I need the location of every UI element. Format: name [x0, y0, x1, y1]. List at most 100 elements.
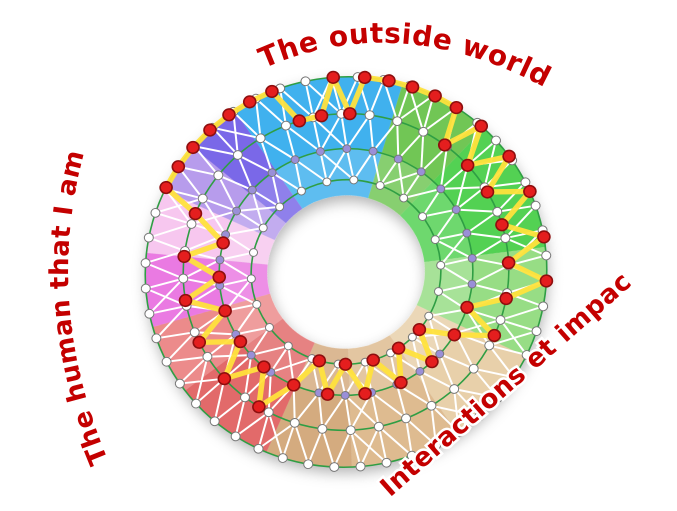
red-node — [382, 74, 396, 88]
ring1-node — [406, 450, 417, 461]
mesh-line — [183, 277, 220, 287]
mesh-line — [483, 140, 497, 188]
ring1-node — [530, 200, 541, 211]
ring2-node — [232, 150, 243, 160]
mesh-line — [496, 181, 527, 213]
mesh-line — [145, 250, 186, 264]
red-node — [447, 328, 462, 342]
mesh-line — [368, 79, 385, 116]
mesh-line — [418, 371, 433, 407]
ring4-node — [252, 300, 262, 309]
mesh-line — [207, 354, 252, 358]
mesh-line — [319, 151, 328, 183]
mesh-line — [178, 165, 219, 177]
red-node — [217, 372, 232, 386]
mesh-line — [321, 428, 336, 468]
mesh-line — [345, 114, 371, 150]
ring1-node — [230, 431, 241, 442]
mesh-line — [149, 304, 187, 315]
ring1-node — [491, 135, 501, 146]
mesh-line — [164, 188, 193, 225]
mesh-line — [377, 426, 388, 463]
mesh-line — [304, 81, 315, 118]
red-node — [265, 84, 279, 99]
mesh-line — [408, 85, 425, 133]
red-node — [474, 119, 489, 133]
ring1-node — [329, 462, 340, 472]
mesh-line — [439, 146, 449, 190]
mesh-line — [499, 319, 528, 356]
mesh-line — [211, 127, 239, 156]
red-node — [286, 378, 301, 392]
ring2-node — [178, 273, 189, 284]
mesh-line — [267, 372, 272, 413]
mesh-line — [453, 388, 499, 399]
ring2-node — [418, 126, 429, 137]
red-node — [292, 114, 307, 128]
ring2-node — [189, 327, 200, 338]
mesh-line — [500, 319, 537, 333]
mesh-line — [217, 174, 253, 191]
ring1-node — [151, 333, 162, 344]
ring1-node — [150, 207, 161, 218]
ring3-node — [393, 154, 403, 164]
mesh-line — [219, 259, 252, 280]
mesh-line — [395, 384, 408, 419]
ring3-node — [451, 205, 461, 215]
ring3-node — [342, 144, 352, 154]
ring1-node — [355, 461, 366, 472]
mesh-line — [219, 251, 254, 261]
mesh-line — [333, 429, 352, 468]
red-node — [326, 70, 341, 84]
red-node — [487, 328, 502, 343]
mesh-line — [271, 171, 302, 192]
ring2-node — [495, 315, 506, 325]
ring4-node — [275, 202, 285, 212]
ring4-node — [296, 186, 306, 196]
ring3-node — [436, 184, 446, 194]
ring3-node — [467, 253, 477, 263]
mesh-line — [212, 126, 261, 140]
ring2-node — [289, 418, 300, 428]
mesh-line — [352, 150, 374, 181]
red-node — [222, 108, 236, 122]
red-node — [480, 185, 495, 199]
mesh-line — [471, 264, 510, 285]
mesh-line — [234, 303, 258, 335]
mesh-line — [349, 429, 362, 467]
ring1-node — [174, 378, 185, 389]
ring2-node — [492, 206, 503, 217]
ring4-node — [375, 181, 385, 190]
ring1-node — [253, 443, 264, 454]
mesh-line — [440, 186, 485, 190]
red-node — [449, 100, 464, 115]
mesh-line — [422, 106, 457, 133]
mesh-line — [206, 333, 237, 358]
mesh-line — [217, 174, 238, 212]
ring3-node — [415, 366, 425, 376]
mesh-line — [318, 363, 340, 394]
ring4-node — [418, 212, 428, 221]
red-node — [502, 149, 516, 163]
ring4-node — [322, 177, 332, 187]
mesh-line — [505, 229, 543, 240]
ring1-node — [161, 356, 172, 367]
mesh-line — [340, 113, 348, 149]
red-node — [460, 158, 475, 172]
mesh-line — [235, 326, 270, 336]
mesh-line — [251, 189, 281, 208]
mesh-line — [225, 226, 264, 236]
mesh-line — [195, 356, 209, 404]
yellow-path — [163, 74, 550, 410]
red-node — [523, 184, 537, 199]
mesh-line — [250, 345, 289, 357]
mesh-line — [213, 378, 226, 422]
mesh-line — [267, 411, 284, 459]
mesh-line — [378, 425, 413, 457]
mesh-line — [293, 392, 320, 424]
ring4-node — [264, 323, 274, 332]
ring1-node — [209, 416, 220, 427]
mesh-line — [244, 371, 272, 399]
red-node — [257, 360, 271, 374]
mesh-line — [155, 197, 204, 214]
